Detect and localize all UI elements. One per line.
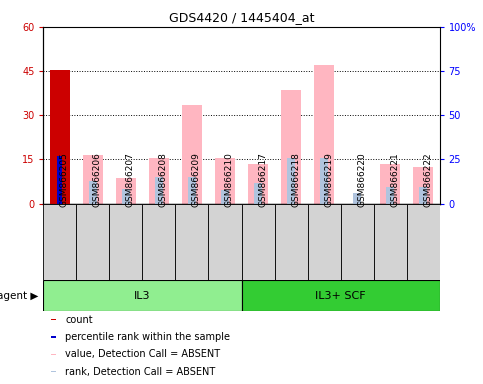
Text: percentile rank within the sample: percentile rank within the sample <box>65 332 230 342</box>
Bar <box>182 105 202 204</box>
Bar <box>373 204 407 280</box>
Bar <box>43 204 76 280</box>
Bar <box>209 204 242 280</box>
Bar <box>341 204 373 280</box>
Text: GSM866208: GSM866208 <box>159 152 168 207</box>
Text: GSM866207: GSM866207 <box>126 152 135 207</box>
Text: GSM866218: GSM866218 <box>291 152 300 207</box>
Bar <box>413 167 433 204</box>
Bar <box>51 354 57 355</box>
Bar <box>221 190 229 204</box>
Bar <box>76 204 110 280</box>
Bar <box>122 189 130 204</box>
Text: agent ▶: agent ▶ <box>0 291 39 301</box>
Text: GSM866205: GSM866205 <box>60 152 69 207</box>
Text: GSM866222: GSM866222 <box>423 153 432 207</box>
Bar <box>110 204 142 280</box>
Text: GSM866220: GSM866220 <box>357 152 366 207</box>
Bar <box>385 187 395 204</box>
Bar <box>254 183 262 204</box>
Bar <box>407 204 440 280</box>
Bar <box>175 204 209 280</box>
Bar <box>50 70 70 204</box>
Bar <box>51 319 57 320</box>
Text: GSM866210: GSM866210 <box>225 152 234 207</box>
Bar <box>83 155 103 204</box>
Text: rank, Detection Call = ABSENT: rank, Detection Call = ABSENT <box>65 366 215 377</box>
Text: GSM866221: GSM866221 <box>390 152 399 207</box>
Bar <box>215 158 235 204</box>
Bar <box>314 65 334 204</box>
Text: GSM866206: GSM866206 <box>93 152 102 207</box>
Bar <box>149 158 169 204</box>
Bar <box>155 177 163 204</box>
Bar <box>187 177 197 204</box>
Bar <box>281 90 301 204</box>
Bar <box>116 179 136 204</box>
Text: value, Detection Call = ABSENT: value, Detection Call = ABSENT <box>65 349 220 359</box>
Bar <box>353 193 361 204</box>
Bar <box>51 336 57 338</box>
Bar <box>242 204 274 280</box>
Bar <box>248 164 268 204</box>
Bar <box>51 371 57 372</box>
Bar <box>57 156 62 204</box>
Text: IL3: IL3 <box>134 291 151 301</box>
Bar <box>308 204 341 280</box>
Bar <box>274 204 308 280</box>
Text: IL3+ SCF: IL3+ SCF <box>315 291 366 301</box>
Text: count: count <box>65 314 93 325</box>
Bar <box>242 280 440 311</box>
Text: GSM866219: GSM866219 <box>324 152 333 207</box>
Text: GSM866217: GSM866217 <box>258 152 267 207</box>
Bar <box>380 164 400 204</box>
Bar <box>43 280 242 311</box>
Bar <box>286 158 296 204</box>
Bar <box>419 187 427 204</box>
Bar <box>320 158 328 204</box>
Bar <box>142 204 175 280</box>
Text: GSM866209: GSM866209 <box>192 152 201 207</box>
Bar <box>88 182 98 204</box>
Title: GDS4420 / 1445404_at: GDS4420 / 1445404_at <box>169 11 314 24</box>
